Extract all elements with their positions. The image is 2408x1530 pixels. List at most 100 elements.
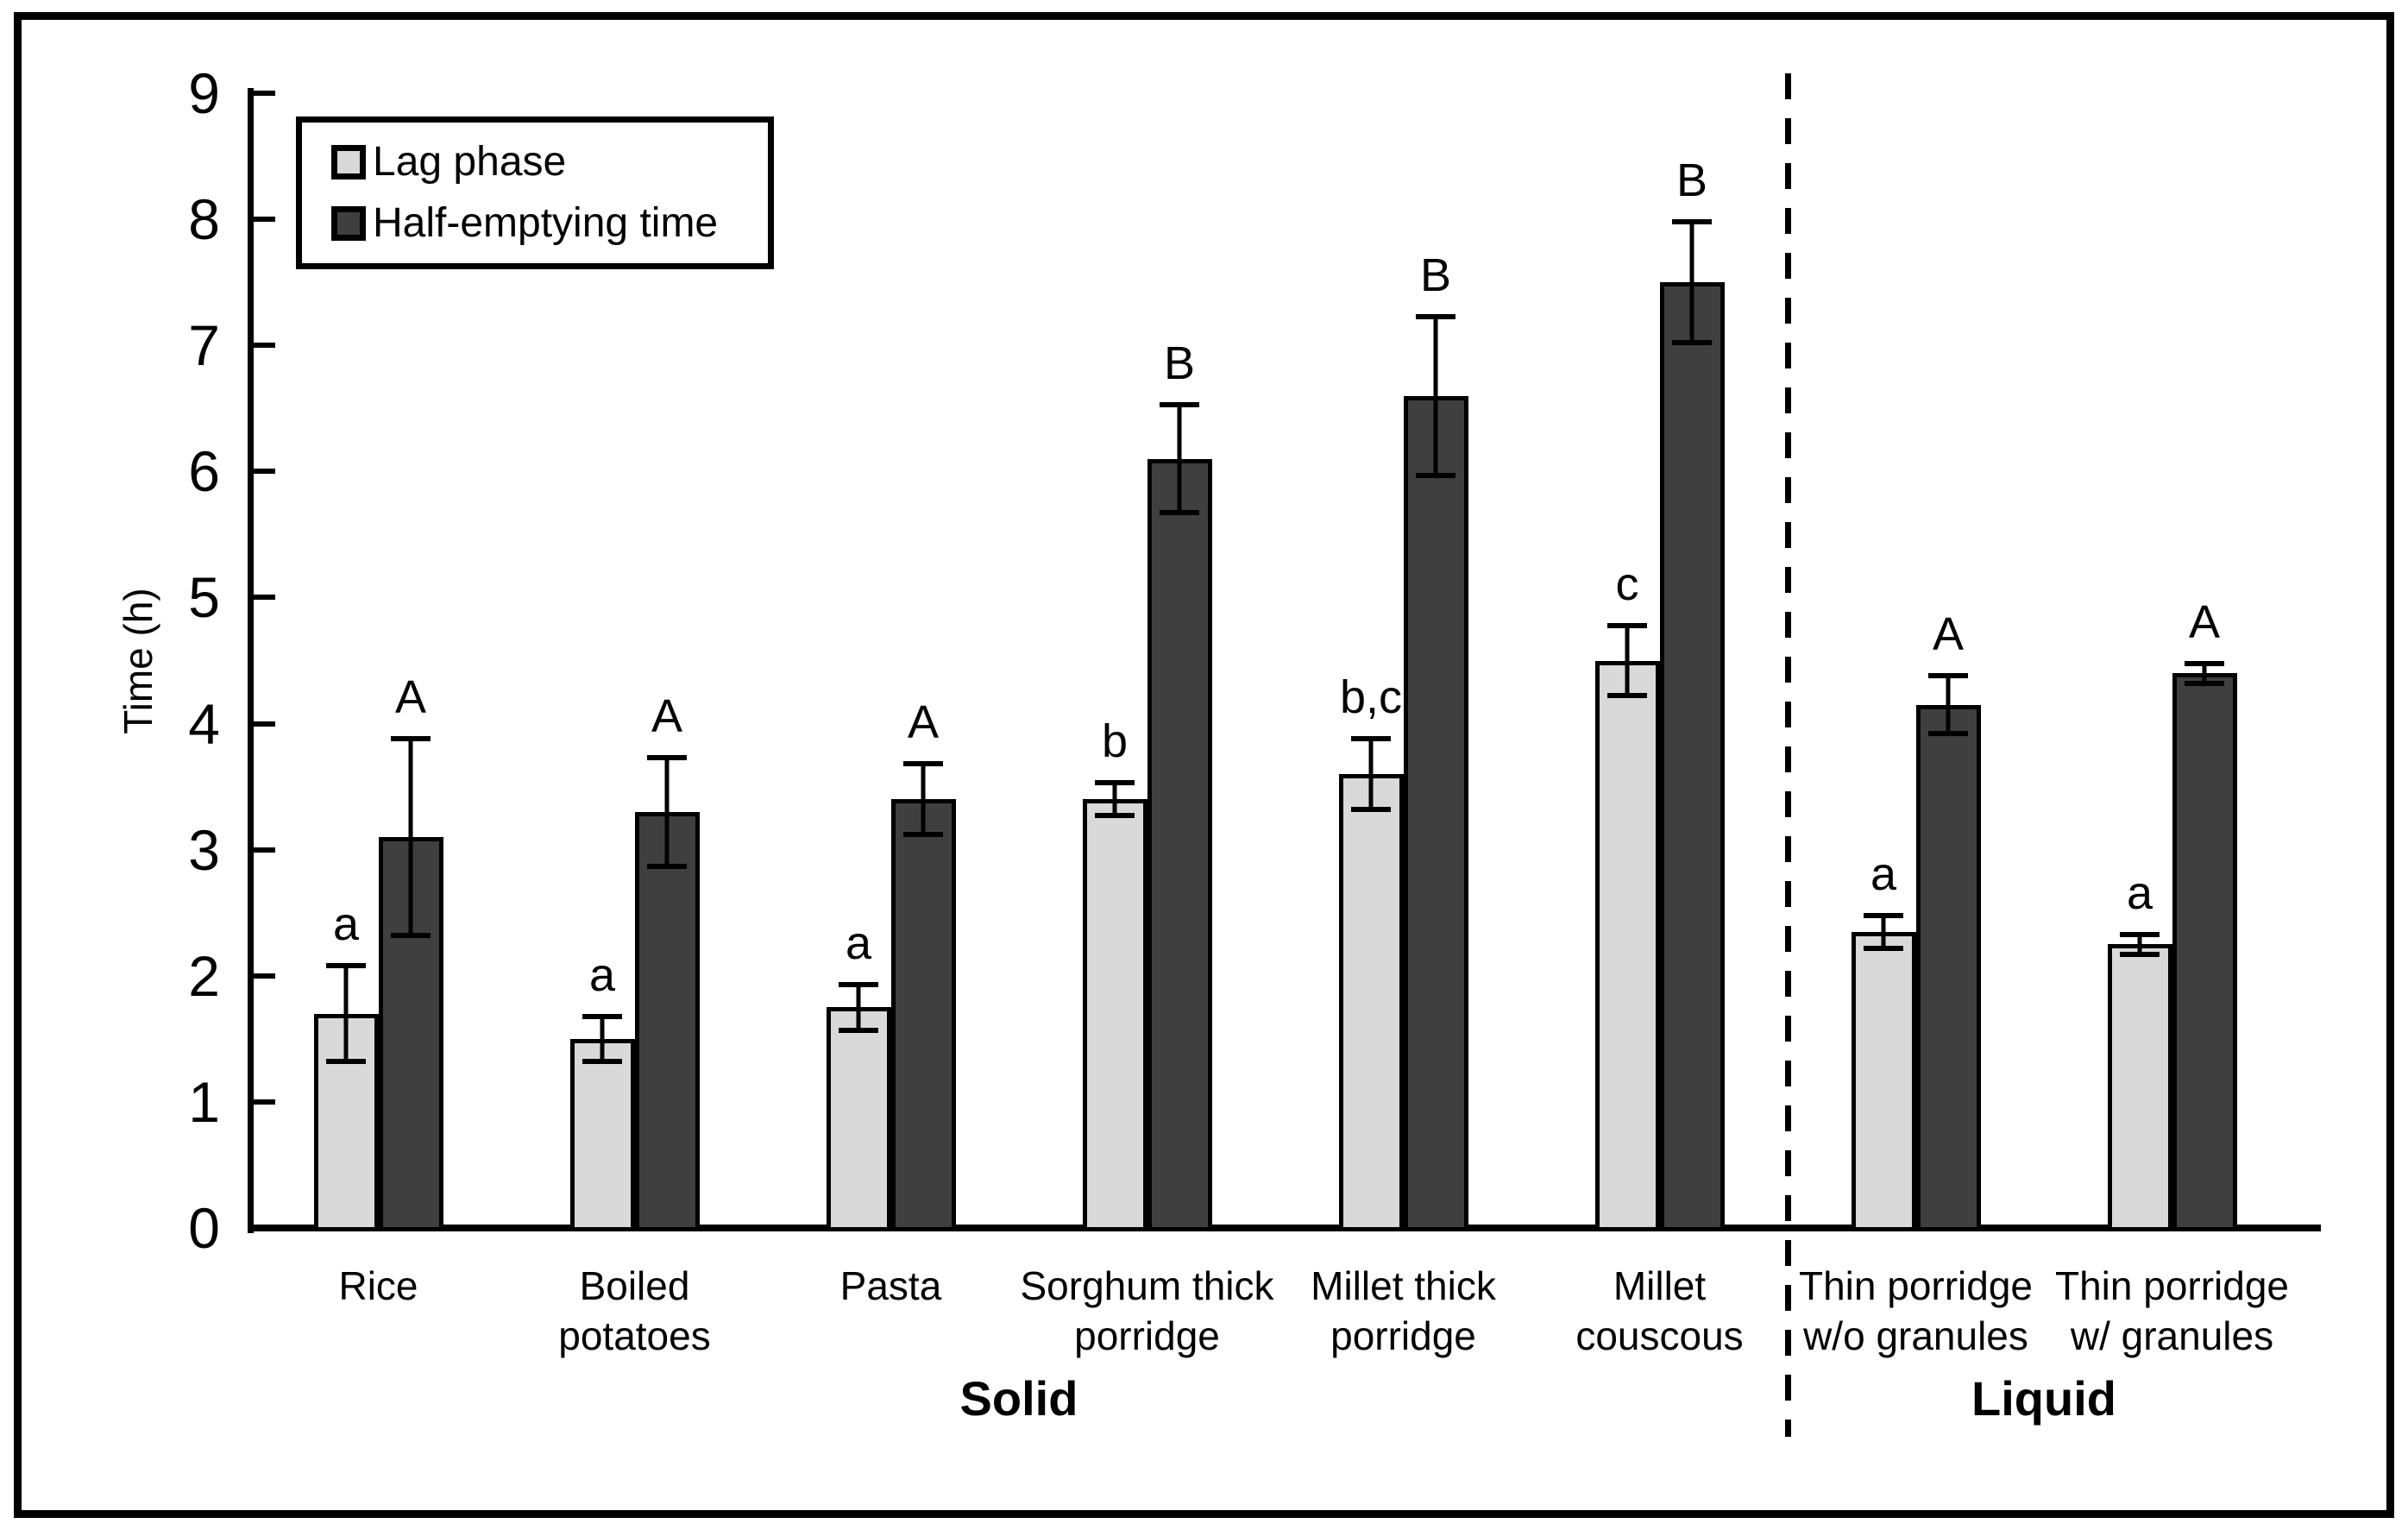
error-bar-half-thin-porridge-w-granules-vline (2202, 660, 2207, 686)
error-bar-lag-sorghum-thick-porridge-cap (1095, 813, 1135, 819)
sig-letter-lag-boiled-potatoes: a (588, 948, 616, 1001)
sig-letter-lag-rice: a (332, 898, 360, 951)
error-bar-half-thin-porridge-w-granules-cap (2185, 680, 2224, 686)
bar-half-thin-porridge-w-granules (2172, 673, 2237, 1231)
sig-letter-lag-millet-thick-porridge: b,c (1339, 671, 1403, 724)
y-tick-label-3: 3 (188, 817, 220, 882)
legend-label: Lag phase (373, 139, 567, 186)
sig-letter-lag-pasta: a (845, 917, 872, 970)
y-tick-9 (252, 91, 275, 96)
error-bar-half-millet-couscous-cap (1672, 340, 1712, 346)
y-tick-8 (252, 217, 275, 223)
bar-lag-pasta (826, 1007, 891, 1231)
sig-letter-half-boiled-potatoes: A (651, 690, 683, 743)
sig-letter-half-rice: A (394, 671, 427, 724)
error-bar-lag-boiled-potatoes-vline (600, 1013, 605, 1065)
error-bar-half-sorghum-thick-porridge-cap (1160, 510, 1199, 516)
error-bar-half-rice-cap (391, 736, 431, 742)
y-tick-4 (252, 721, 275, 727)
bar-half-millet-couscous (1659, 282, 1725, 1231)
y-tick-0 (252, 1225, 275, 1231)
y-tick-label-0: 0 (188, 1196, 220, 1260)
error-bar-lag-pasta (839, 982, 878, 1033)
error-bar-lag-sorghum-thick-porridge-cap (1095, 780, 1135, 786)
bar-lag-sorghum-thick-porridge (1082, 799, 1147, 1231)
error-bar-half-millet-thick-porridge (1416, 313, 1455, 478)
error-bar-lag-millet-couscous-cap (1607, 622, 1647, 628)
sig-letter-half-millet-couscous: B (1676, 154, 1708, 207)
sig-letter-half-millet-thick-porridge: B (1419, 249, 1452, 301)
error-bar-lag-millet-thick-porridge-cap (1351, 806, 1391, 812)
sig-letter-half-sorghum-thick-porridge: B (1163, 337, 1196, 389)
category-label-boiled-potatoes: Boiled potatoes (558, 1263, 711, 1358)
section-divider-dashed (1785, 73, 1791, 1437)
error-bar-half-thin-porridge-w-o-granules (1928, 673, 1968, 737)
error-bar-half-boiled-potatoes (647, 755, 687, 869)
error-bar-lag-pasta-cap (839, 982, 878, 988)
error-bar-half-rice (391, 736, 431, 938)
x-axis-line (248, 1225, 2321, 1231)
error-bar-lag-millet-thick-porridge-cap (1351, 736, 1391, 742)
error-bar-lag-sorghum-thick-porridge (1095, 780, 1135, 819)
error-bar-half-millet-couscous (1672, 219, 1712, 346)
sig-letter-half-thin-porridge-w-o-granules: A (1932, 608, 1965, 661)
sig-letter-lag-millet-couscous: c (1615, 557, 1639, 610)
error-bar-half-sorghum-thick-porridge-cap (1160, 401, 1199, 407)
y-axis-line (248, 88, 254, 1233)
error-bar-half-millet-couscous-cap (1672, 219, 1712, 225)
sig-letter-lag-sorghum-thick-porridge: b (1101, 715, 1129, 768)
category-label-thin-porridge-w-o-granules: Thin porridge w/o granules (1798, 1263, 2034, 1358)
error-bar-lag-millet-thick-porridge-vline (1368, 736, 1374, 812)
legend: Lag phase Half-emptying time (296, 116, 774, 269)
error-bar-half-thin-porridge-w-o-granules-vline (1946, 673, 1951, 737)
error-bar-half-sorghum-thick-porridge (1160, 401, 1199, 516)
error-bar-lag-millet-couscous-cap (1607, 693, 1647, 699)
y-tick-5 (252, 595, 275, 601)
error-bar-half-thin-porridge-w-granules-cap (2185, 660, 2224, 666)
error-bar-half-thin-porridge-w-o-granules-cap (1928, 731, 1968, 737)
section-label-liquid: Liquid (1971, 1371, 2116, 1426)
error-bar-lag-thin-porridge-w-o-granules-cap (1864, 912, 1903, 918)
error-bar-half-millet-thick-porridge-cap (1416, 472, 1455, 478)
error-bar-lag-rice-cap (326, 1059, 366, 1065)
error-bar-lag-boiled-potatoes (582, 1013, 622, 1065)
error-bar-half-boiled-potatoes-vline (664, 755, 670, 869)
error-bar-lag-millet-couscous (1607, 622, 1647, 699)
error-bar-lag-rice-cap (326, 963, 366, 969)
sig-letter-half-thin-porridge-w-granules: A (2188, 595, 2221, 648)
y-tick-7 (252, 343, 275, 349)
sig-letter-lag-thin-porridge-w-granules: a (2126, 866, 2153, 919)
error-bar-lag-thin-porridge-w-o-granules-vline (1881, 912, 1886, 951)
error-bar-half-pasta-vline (921, 761, 926, 838)
y-tick-label-7: 7 (188, 313, 220, 378)
error-bar-half-millet-thick-porridge-cap (1416, 313, 1455, 319)
error-bar-lag-thin-porridge-w-granules-cap (2120, 931, 2160, 937)
error-bar-lag-thin-porridge-w-o-granules (1864, 912, 1903, 951)
legend-swatch-half-emptying-time (331, 205, 366, 241)
error-bar-lag-boiled-potatoes-cap (582, 1059, 622, 1065)
y-tick-label-9: 9 (188, 61, 220, 125)
y-tick-label-8: 8 (188, 187, 220, 252)
sig-letter-half-pasta: A (907, 696, 940, 749)
y-tick-label-1: 1 (188, 1069, 220, 1134)
error-bar-half-pasta (903, 761, 943, 838)
error-bar-half-thin-porridge-w-o-granules-cap (1928, 673, 1968, 679)
error-bar-half-millet-thick-porridge-vline (1433, 313, 1438, 478)
bar-half-millet-thick-porridge (1403, 395, 1468, 1231)
error-bar-half-millet-couscous-vline (1689, 219, 1694, 346)
error-bar-lag-pasta-cap (839, 1027, 878, 1033)
bar-lag-millet-thick-porridge (1338, 774, 1404, 1231)
section-label-solid: Solid (959, 1371, 1078, 1426)
y-tick-label-2: 2 (188, 943, 220, 1008)
error-bar-half-pasta-cap (903, 761, 943, 767)
y-tick-6 (252, 469, 275, 475)
bar-lag-thin-porridge-w-granules (2107, 944, 2172, 1231)
error-bar-half-rice-vline (408, 736, 413, 938)
category-label-rice: Rice (338, 1263, 418, 1308)
category-label-millet-thick-porridge: Millet thick porridge (1311, 1263, 1496, 1358)
y-tick-label-5: 5 (188, 565, 220, 630)
error-bar-half-sorghum-thick-porridge-vline (1177, 401, 1182, 516)
error-bar-lag-rice-vline (343, 963, 349, 1065)
